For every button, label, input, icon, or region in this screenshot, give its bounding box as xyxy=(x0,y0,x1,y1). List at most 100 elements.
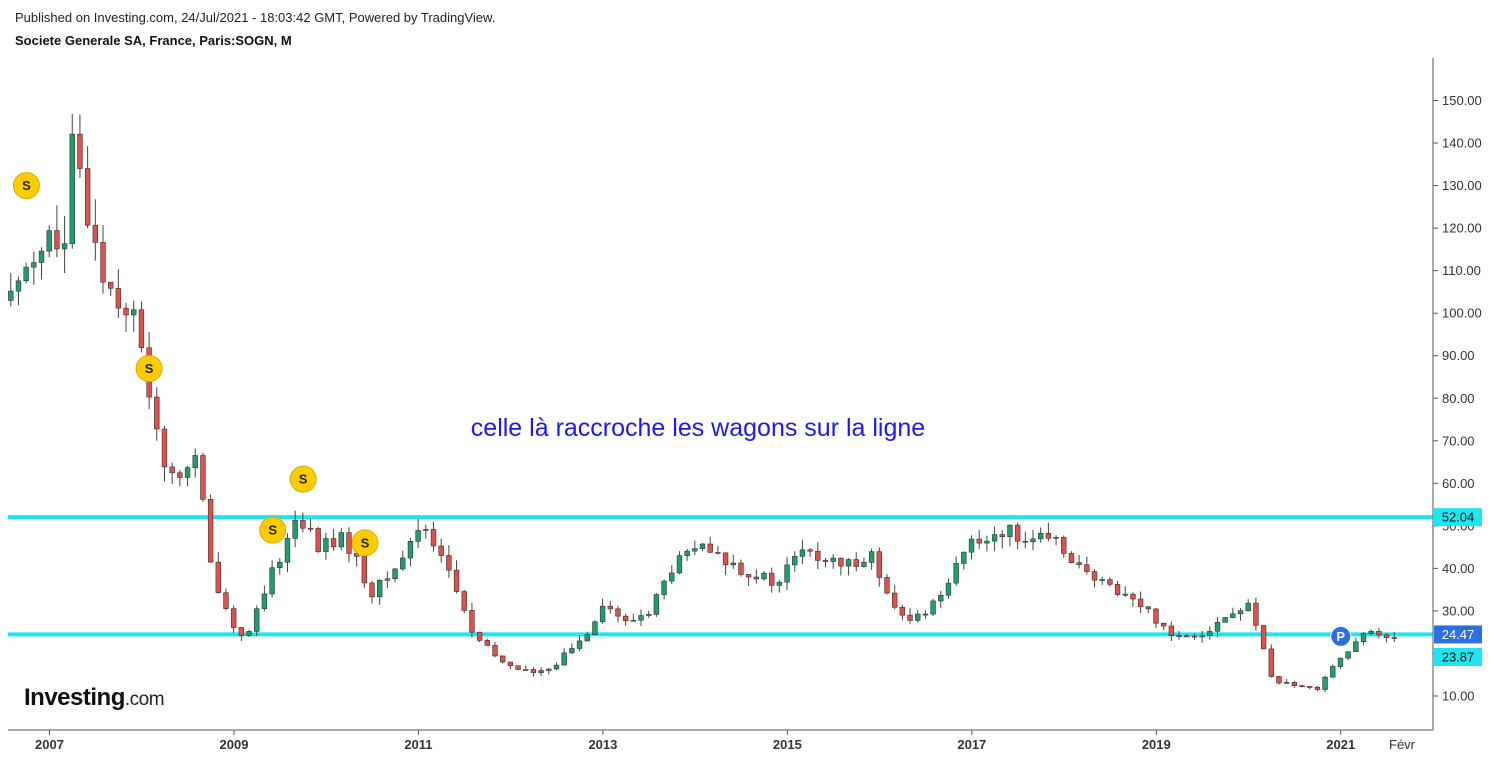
y-tick-label: 40.00 xyxy=(1442,561,1475,576)
candle-body xyxy=(1045,533,1052,539)
candle-body xyxy=(592,621,598,635)
horizontal-lines-layer xyxy=(8,515,1433,637)
candle-body xyxy=(891,592,898,608)
candle-body xyxy=(653,594,660,615)
marker-p xyxy=(1330,625,1352,647)
x-tick-label: 2015 xyxy=(773,737,802,752)
candle-body xyxy=(792,556,798,566)
candle-body xyxy=(1068,553,1075,563)
candle-body xyxy=(1030,538,1036,543)
candle-body xyxy=(584,634,590,642)
candle-body xyxy=(453,569,460,592)
candle-body xyxy=(123,307,129,316)
candle-body xyxy=(269,567,275,595)
candle-body xyxy=(1391,637,1397,639)
candle-body xyxy=(530,669,537,673)
candle-body xyxy=(930,600,936,615)
candle-body xyxy=(54,230,60,250)
candle-body xyxy=(1207,630,1213,636)
candle-body xyxy=(991,534,998,542)
candle-body xyxy=(438,545,444,556)
candle-body xyxy=(161,428,168,468)
candle-body xyxy=(784,564,790,583)
candle-body xyxy=(1145,606,1151,610)
candle-body xyxy=(984,540,990,544)
candle-body xyxy=(92,224,98,243)
candle-body xyxy=(499,655,506,663)
candle-body xyxy=(884,577,890,594)
candle-body xyxy=(707,543,713,553)
x-tick-label: 2019 xyxy=(1142,737,1171,752)
candle-body xyxy=(638,615,644,621)
candle-body xyxy=(169,466,175,474)
candle-body xyxy=(1353,641,1359,652)
candle-body xyxy=(822,560,829,562)
marker-s xyxy=(289,465,317,493)
candle-body xyxy=(15,280,22,292)
candle-body xyxy=(277,561,283,569)
candle-body xyxy=(907,614,913,621)
candle-body xyxy=(807,549,813,552)
candle-body xyxy=(676,555,683,574)
candle-body xyxy=(1076,562,1082,565)
candle-body xyxy=(538,670,544,673)
candle-body xyxy=(8,290,14,301)
candle-body xyxy=(323,538,329,552)
candle-body xyxy=(1191,635,1198,638)
candle-body xyxy=(730,562,736,566)
x-tick-label: 2017 xyxy=(957,737,986,752)
y-tick-label: 80.00 xyxy=(1442,391,1475,406)
y-tick-label: 70.00 xyxy=(1442,433,1475,448)
candle-body xyxy=(776,581,783,586)
candle-body xyxy=(915,613,921,621)
candle-body xyxy=(630,619,637,622)
candle-body xyxy=(646,614,652,616)
candle-body xyxy=(446,555,452,571)
candle-body xyxy=(423,529,429,531)
candle-body xyxy=(1214,621,1221,632)
candle-body xyxy=(1130,593,1136,600)
y-tick-label: 60.00 xyxy=(1442,476,1475,491)
candle-body xyxy=(999,534,1005,537)
candle-body xyxy=(622,615,629,622)
candle-body xyxy=(61,243,68,250)
candle-body xyxy=(1091,571,1098,581)
price-label-badge xyxy=(1434,647,1482,666)
candle-body xyxy=(761,572,767,580)
candle-body xyxy=(1345,651,1351,659)
candle-body xyxy=(1245,602,1251,611)
markers-layer: S S S S S P xyxy=(12,172,1352,647)
candle-body xyxy=(1330,666,1336,678)
candle-body xyxy=(576,640,583,649)
candle-body xyxy=(1122,593,1128,596)
marker-s xyxy=(12,172,40,200)
x-tick-label: Févr xyxy=(1389,737,1416,752)
candle-body xyxy=(1084,564,1090,572)
y-tick-label: 140.00 xyxy=(1442,136,1482,151)
y-tick-label: 90.00 xyxy=(1442,348,1475,363)
candle-body xyxy=(77,133,83,169)
candle-body xyxy=(830,557,836,562)
candle-body xyxy=(154,396,160,430)
candle-body xyxy=(722,552,729,566)
logo-main: Investing xyxy=(24,684,125,711)
candle-body xyxy=(108,281,114,289)
candle-body xyxy=(546,668,552,671)
candle-body xyxy=(661,580,667,595)
y-tick-label: 130.00 xyxy=(1442,178,1482,193)
marker-label: S xyxy=(299,472,308,487)
candle-body xyxy=(1337,657,1344,667)
candle-body xyxy=(1383,634,1390,638)
candle-body xyxy=(284,538,291,563)
candle-body xyxy=(315,528,321,552)
candle-body xyxy=(1268,648,1274,677)
candle-body xyxy=(1137,598,1144,608)
marker-label: S xyxy=(145,361,154,376)
candle-body xyxy=(307,527,314,530)
candle-body xyxy=(1283,682,1290,684)
candle-body xyxy=(1199,635,1205,638)
candle-body xyxy=(400,557,406,570)
candle-body xyxy=(938,594,944,602)
candle-body xyxy=(1307,686,1313,688)
